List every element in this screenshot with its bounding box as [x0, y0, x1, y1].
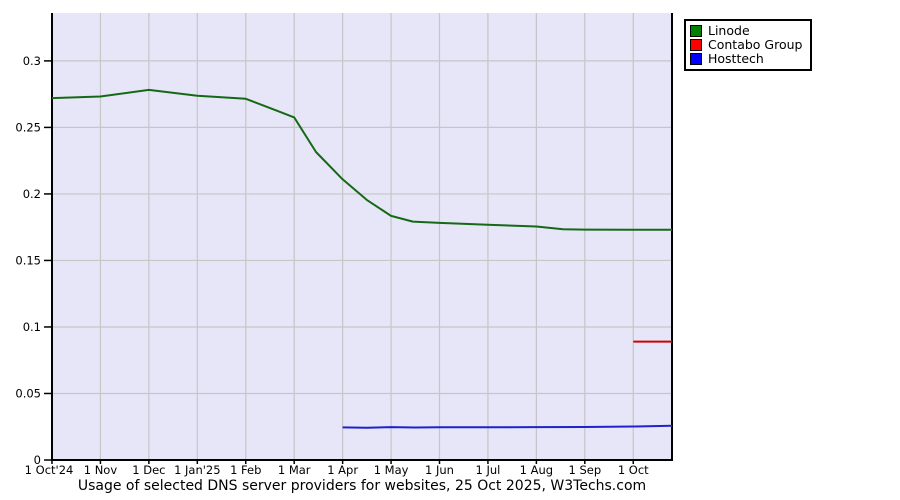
x-tick-label: 1 Mar: [278, 463, 311, 477]
x-tick-label: 1 Oct: [618, 463, 649, 477]
series-line-hosttech: [342, 424, 673, 429]
legend-swatch-contabo-group: [690, 39, 702, 51]
y-tick-label: 0.2: [23, 187, 41, 201]
legend-label-hosttech: Hosttech: [708, 51, 764, 66]
x-tick-label: 1 Nov: [84, 463, 118, 477]
y-tick-label: 0.05: [15, 386, 41, 400]
x-tick-label: 1 Aug: [520, 463, 553, 477]
legend-swatch-hosttech: [690, 53, 702, 65]
x-tick-label: 1 Apr: [327, 463, 358, 477]
y-tick-label: 0.3: [23, 54, 41, 68]
legend-swatch-linode: [690, 25, 702, 37]
legend-item-linode: Linode: [690, 24, 802, 38]
legend: Linode Contabo Group Hosttech: [684, 19, 813, 71]
x-tick-label: 1 Oct'24: [25, 463, 74, 477]
legend-label-contabo-group: Contabo Group: [708, 37, 803, 52]
y-tick-label: 0.25: [15, 120, 41, 134]
legend-item-hosttech: Hosttech: [690, 52, 802, 66]
x-tick-label: 1 Jan'25: [174, 463, 221, 477]
x-tick-label: 1 Dec: [132, 463, 165, 477]
x-tick-label: 1 May: [374, 463, 409, 477]
x-tick-label: 1 Feb: [230, 463, 261, 477]
x-tick-label: 1 Jul: [476, 463, 501, 477]
y-tick-label: 0.15: [15, 253, 41, 267]
y-tick-label: 0: [34, 453, 41, 467]
plot-background: [52, 13, 672, 460]
x-tick-label: 1 Jun: [425, 463, 454, 477]
y-tick-label: 0.1: [23, 320, 41, 334]
legend-item-contabo-group: Contabo Group: [690, 38, 802, 52]
series-line-linode: [51, 88, 672, 231]
x-tick-label: 1 Sep: [568, 463, 601, 477]
chart-caption: Usage of selected DNS server providers f…: [77, 478, 647, 494]
legend-label-linode: Linode: [708, 23, 750, 38]
